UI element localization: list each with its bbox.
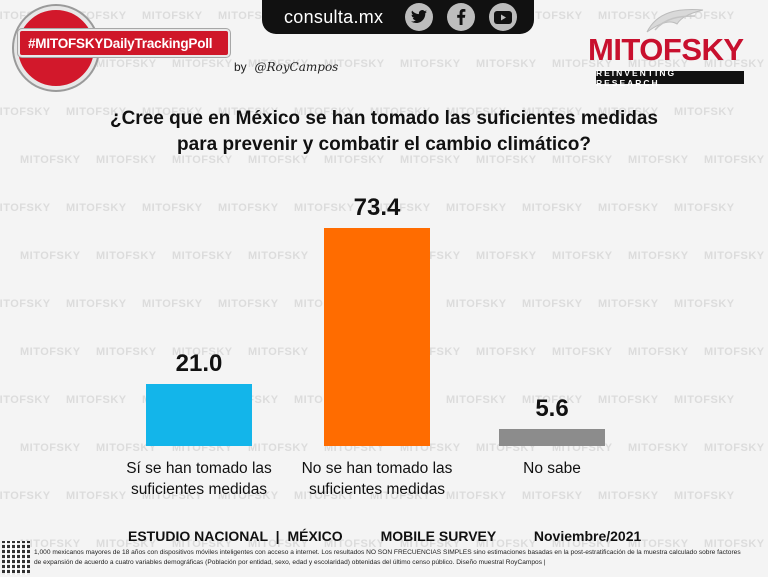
question-line-1: ¿Cree que en México se han tomado las su… xyxy=(109,108,658,129)
study-footer: ESTUDIO NACIONAL | MÉXICO MOBILE SURVEY … xyxy=(128,528,641,544)
bar-value-label: 5.6 xyxy=(535,395,569,422)
methodology-line-1: 1,000 mexicanos mayores de 18 años con d… xyxy=(34,549,741,556)
methodology-line-2: de expansión de acuerdo a cuatro variabl… xyxy=(34,559,546,566)
top-bar: consulta.mx xyxy=(262,0,534,34)
bar-3 xyxy=(499,429,605,446)
date-label: Noviembre/2021 xyxy=(533,528,642,544)
byline-prefix: by xyxy=(234,60,247,74)
question-title: ¿Cree que en México se han tomado las su… xyxy=(60,106,708,158)
study-label: ESTUDIO NACIONAL xyxy=(128,528,268,544)
category-label: No se han tomado las suficientes medidas xyxy=(282,458,472,500)
byline: by @RoyCampos xyxy=(234,60,338,74)
category-label-line: Sí se han tomado las xyxy=(126,460,272,477)
study-separator: | xyxy=(275,528,280,544)
site-link[interactable]: consulta.mx xyxy=(284,6,384,27)
category-label-line: suficientes medidas xyxy=(130,481,268,498)
youtube-icon[interactable] xyxy=(489,3,518,31)
question-line-2: para prevenir y combatir el cambio climá… xyxy=(177,134,591,155)
category-label-line: suficientes medidas xyxy=(308,481,446,498)
facebook-icon[interactable] xyxy=(447,3,476,31)
hashtag-badge: #MITOFSKYDailyTrackingPoll xyxy=(18,29,230,57)
category-label-line: No sabe xyxy=(523,460,581,477)
bar-value-label: 21.0 xyxy=(175,350,223,377)
byline-author: @RoyCampos xyxy=(254,60,339,74)
mode-label: MOBILE SURVEY xyxy=(380,528,496,544)
twitter-icon[interactable] xyxy=(405,3,434,31)
bar-value-label: 73.4 xyxy=(353,194,401,221)
methodology-note: 1,000 mexicanos mayores de 18 años con d… xyxy=(34,548,762,568)
qr-code-overlay xyxy=(2,541,30,575)
bar-1 xyxy=(146,384,252,446)
category-label-line: No se han tomado las xyxy=(301,460,453,477)
country-label: MÉXICO xyxy=(287,528,343,544)
bar-2 xyxy=(324,228,430,446)
category-label: No sabe xyxy=(457,458,647,479)
logo-tagline: REINVENTING RESEARCH xyxy=(596,68,744,88)
category-label: Sí se han tomado las suficientes medidas xyxy=(104,458,294,500)
logo-wing-icon xyxy=(646,9,704,33)
mitofsky-logo: MITOFSKY xyxy=(588,32,744,67)
